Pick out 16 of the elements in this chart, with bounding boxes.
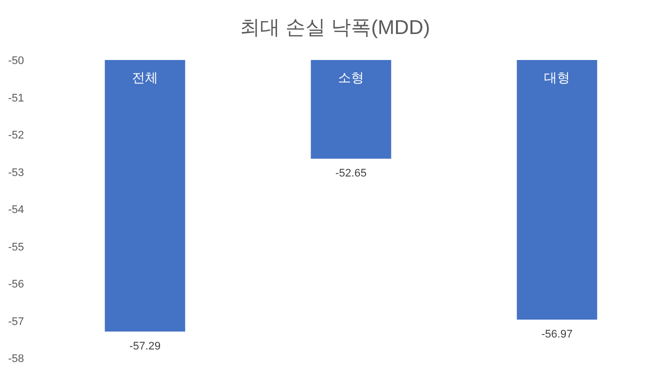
chart-title: 최대 손실 낙폭(MDD) bbox=[240, 17, 430, 39]
data-label: -56.97 bbox=[541, 328, 573, 341]
y-tick-label: -55 bbox=[8, 241, 24, 254]
x-tick-label: 소형 bbox=[338, 70, 364, 85]
x-tick-label: 전체 bbox=[132, 70, 158, 85]
y-tick-label: -51 bbox=[8, 92, 24, 104]
y-tick-label: -54 bbox=[8, 204, 24, 216]
data-label: -52.65 bbox=[335, 168, 367, 180]
y-tick-label: -50 bbox=[8, 55, 24, 67]
x-tick-label: 대형 bbox=[544, 70, 570, 85]
y-tick-label: -53 bbox=[8, 166, 24, 179]
y-tick-label: -58 bbox=[8, 353, 24, 365]
y-tick-label: -52 bbox=[8, 130, 24, 142]
data-label: -57.29 bbox=[129, 340, 161, 353]
y-tick-label: -56 bbox=[8, 278, 24, 290]
y-tick-label: -57 bbox=[8, 316, 24, 328]
